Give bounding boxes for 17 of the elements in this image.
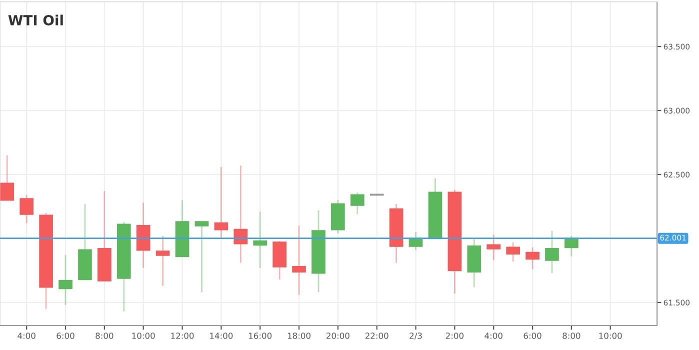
x-tick-label: 8:00 [562, 332, 580, 339]
x-tick-label: 14:00 [210, 332, 233, 339]
x-tick-label: 10:00 [599, 332, 622, 339]
x-tick-label: 4:00 [484, 332, 502, 339]
x-tick-label: 10:00 [132, 332, 155, 339]
x-tick-label: 6:00 [56, 332, 74, 339]
x-tick-label: 12:00 [171, 332, 194, 339]
x-tick-label: 16:00 [249, 332, 272, 339]
x-tick-label: 20:00 [326, 332, 350, 339]
x-tick-label: 18:00 [288, 332, 310, 339]
x-tick-label: 8:00 [96, 332, 114, 339]
x-tick-label: 2/3 [410, 332, 422, 340]
x-tick-label: 22:00 [365, 332, 388, 339]
x-tick-label: 4:00 [18, 332, 36, 339]
x-tick-label: 6:00 [524, 332, 542, 339]
text: WTI Oil [8, 14, 63, 26]
x-tick-label: 2:00 [446, 332, 464, 339]
